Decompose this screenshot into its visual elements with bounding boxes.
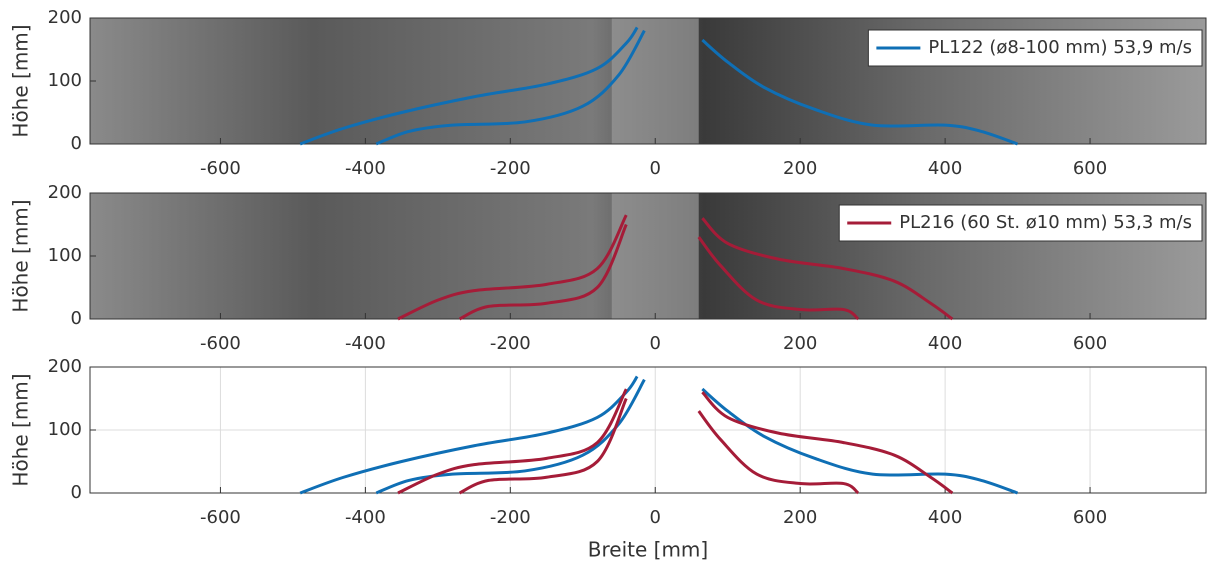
figure: -600 -400 -200 0 200 400 600 0 100 200 Höhe [mm] PL…	[0, 0, 1216, 564]
y-axis-label: Höhe [mm]	[9, 24, 33, 137]
x-tick-label: 200	[783, 507, 817, 528]
curve	[300, 376, 1017, 493]
x-tick-label: -400	[345, 158, 386, 179]
x-tick-label: 200	[783, 333, 817, 354]
y-tick-label: 200	[48, 182, 82, 203]
legend-label: PL216 (60 St. ø10 mm) 53,3 m/s	[899, 212, 1192, 233]
y-tick-label: 100	[48, 419, 82, 440]
x-tick-label: 600	[1073, 333, 1107, 354]
x-tick-label: -400	[345, 507, 386, 528]
y-tick-label: 0	[71, 482, 82, 503]
x-tick-label: -600	[200, 333, 241, 354]
x-tick-label: 600	[1073, 158, 1107, 179]
legend: PL122 (ø8-100 mm) 53,9 m/s	[868, 30, 1202, 66]
x-tick-label: 400	[928, 333, 962, 354]
x-tick-label: -600	[200, 507, 241, 528]
y-tick-label: 200	[48, 356, 82, 377]
x-tick-label: 0	[650, 507, 661, 528]
x-tick-label: 0	[650, 158, 661, 179]
x-tick-label: 600	[1073, 507, 1107, 528]
y-tick-label: 0	[71, 308, 82, 329]
y-tick-label: 100	[48, 245, 82, 266]
x-tick-label: 200	[783, 158, 817, 179]
x-tick-label: -200	[490, 507, 531, 528]
y-tick-label: 100	[48, 70, 82, 91]
legend-label: PL122 (ø8-100 mm) 53,9 m/s	[928, 37, 1192, 58]
x-tick-label: -200	[490, 158, 531, 179]
y-tick-label: 0	[71, 133, 82, 154]
x-tick-label: 400	[928, 158, 962, 179]
x-tick-label: 400	[928, 507, 962, 528]
x-tick-label: -600	[200, 158, 241, 179]
x-axis-label: Breite [mm]	[588, 538, 708, 562]
curve	[398, 389, 952, 493]
x-tick-label: 0	[650, 333, 661, 354]
x-tick-label: -200	[490, 333, 531, 354]
legend: PL216 (60 St. ø10 mm) 53,3 m/s	[839, 205, 1202, 241]
photo-crack	[612, 18, 699, 144]
y-tick-label: 200	[48, 7, 82, 28]
y-axis-label: Höhe [mm]	[9, 199, 33, 312]
photo-crack	[612, 193, 699, 319]
x-tick-label: -400	[345, 333, 386, 354]
y-axis-label: Höhe [mm]	[9, 373, 33, 486]
